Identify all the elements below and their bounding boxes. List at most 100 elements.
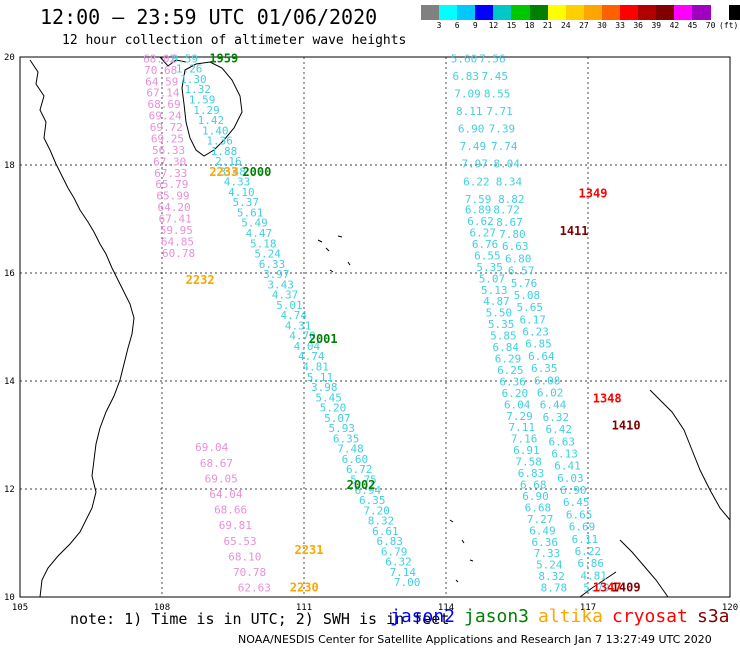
wave-height-value: 5.37: [233, 196, 260, 209]
wave-height-value: 5.24: [254, 248, 281, 261]
wave-height-value: 6.32: [385, 556, 412, 569]
wave-height-value: 5.85: [490, 330, 516, 343]
color-scale-label: 18: [524, 21, 535, 30]
color-scale-label: 33: [615, 21, 625, 30]
coastline-hainan: [181, 61, 243, 157]
lat-tick-label: 12: [4, 485, 15, 495]
wave-height-value: 1.88: [211, 145, 238, 158]
wave-height-value: 6.85: [525, 338, 552, 351]
color-scale-label: 24: [560, 21, 571, 30]
wave-height-value: 1.32: [185, 83, 212, 96]
wave-height-value: 6.89: [465, 204, 492, 217]
wave-height-value: 64.04: [209, 488, 242, 501]
lat-lon-grid: [19, 56, 731, 598]
lat-tick-label: 14: [4, 377, 15, 387]
wave-height-value: 6.20: [502, 387, 529, 400]
wave-height-value: 5.01: [276, 299, 303, 312]
wave-height-value: 3.48: [219, 165, 246, 178]
wave-height-value: 1.59: [189, 93, 216, 106]
color-scale-label: 9: [472, 21, 478, 30]
wave-height-value: 2.16: [215, 155, 242, 168]
coastline-china-south: [159, 56, 187, 67]
wave-height-value: 6.41: [554, 460, 581, 473]
wave-height-value: 8.32: [538, 570, 565, 583]
wave-height-value: 0.59: [171, 52, 198, 65]
wave-height-value: 8.72: [493, 204, 520, 217]
wave-height-value: 5.07: [479, 272, 506, 285]
wave-height-value: 6.94: [355, 484, 382, 497]
wave-height-value: 7.80: [499, 228, 526, 241]
wave-height-value: 6.72: [346, 463, 373, 476]
color-swatch: [728, 5, 740, 20]
pass-time-label: 1411: [560, 224, 589, 238]
page-title: 12:00 – 23:59 UTC 01/06/2020: [40, 5, 378, 29]
lon-tick-label: 117: [580, 603, 596, 613]
color-swatch: [511, 5, 530, 20]
wave-height-value: 6.29: [495, 353, 522, 366]
wave-height-value: 6.22: [463, 175, 490, 188]
pass-time-label: 1409: [612, 581, 641, 595]
wave-height-value: 6.17: [519, 313, 546, 326]
color-swatch: [692, 5, 711, 20]
wave-height-value: 68.67: [200, 457, 233, 470]
wave-height-value: 70.78: [233, 566, 266, 579]
wave-height-value: 7.09: [454, 88, 481, 101]
legend-cryosat: cryosat: [612, 606, 688, 627]
wave-height-value: 6.33: [259, 258, 286, 271]
lon-tick-label: 108: [154, 603, 170, 613]
wave-height-value: 1.40: [202, 124, 229, 137]
wave-height-value: 6.11: [572, 533, 599, 546]
wave-height-value: 6.86: [577, 557, 604, 570]
wave-height-value: 6.04: [504, 398, 531, 411]
wave-height-value: 6.63: [548, 435, 575, 448]
wave-height-value: 6.61: [372, 525, 399, 538]
color-scale-label: (ft): [719, 21, 739, 30]
wave-height-value: 3.43: [267, 278, 294, 291]
wave-height-value: 6.79: [381, 545, 408, 558]
color-scale-label: 27: [579, 21, 589, 30]
pass-time-label: 1348: [593, 392, 622, 406]
pass-time-labels: 1959 2233 2000 1349 1411 2232 2001 1348 1410 2002…: [186, 51, 641, 594]
color-scale-bar: [421, 5, 740, 20]
wave-height-value: 6.36: [531, 536, 558, 549]
page-subtitle: 12 hour collection of altimeter wave hei…: [62, 33, 407, 48]
wave-height-value: 6.68: [525, 501, 552, 514]
wave-height-value: 6.25: [497, 364, 524, 377]
wave-height-value: 8.55: [484, 88, 511, 101]
wave-height-value: 7.20: [363, 504, 390, 517]
wave-height-value: 5.45: [315, 391, 342, 404]
wave-height-value: 69.72: [150, 121, 183, 134]
wave-height-value: 8.78: [541, 582, 568, 595]
wave-height-value: 6.91: [513, 444, 540, 457]
wave-height-value: 4.31: [285, 319, 312, 332]
wave-height-value: 6.13: [551, 447, 578, 460]
wave-height-value: 6.90: [522, 490, 549, 503]
color-swatch: [421, 5, 440, 20]
wave-height-value: 6.80: [505, 252, 532, 265]
pass-time-label: 2232: [186, 273, 215, 287]
wave-height-value: 6.23: [522, 326, 549, 339]
coastline-philippines: [649, 389, 731, 521]
color-scale-label: 42: [669, 21, 680, 30]
lat-tick-label: 20: [4, 53, 15, 63]
wave-height-value: 67.41: [159, 212, 192, 225]
wave-height-value: 3.98: [311, 381, 338, 394]
wave-height-value: 1.29: [193, 104, 220, 117]
wave-height-value: 7.45: [482, 70, 509, 83]
color-scale-label: 30: [597, 21, 607, 30]
wave-height-value: 6.90: [458, 123, 485, 136]
wave-height-value: 8.34: [496, 175, 523, 188]
wave-height-value: 5.50: [486, 307, 513, 320]
wave-height-value: 67.30: [153, 155, 186, 168]
wave-height-value: 6.27: [470, 227, 497, 240]
wave-height-value: 6.60: [342, 453, 369, 466]
wave-height-value: 6.03: [557, 472, 584, 485]
wave-height-value: 68.10: [228, 550, 261, 563]
pass-time-label: 1347: [593, 581, 622, 595]
wave-height-value: 6.32: [543, 411, 570, 424]
color-swatch: [439, 5, 458, 20]
wave-height-value: 1.36: [206, 135, 233, 148]
wave-height-value: 60.78: [162, 247, 195, 260]
coastline-borneo: [579, 571, 617, 598]
wave-height-value: 64.85: [161, 235, 194, 248]
